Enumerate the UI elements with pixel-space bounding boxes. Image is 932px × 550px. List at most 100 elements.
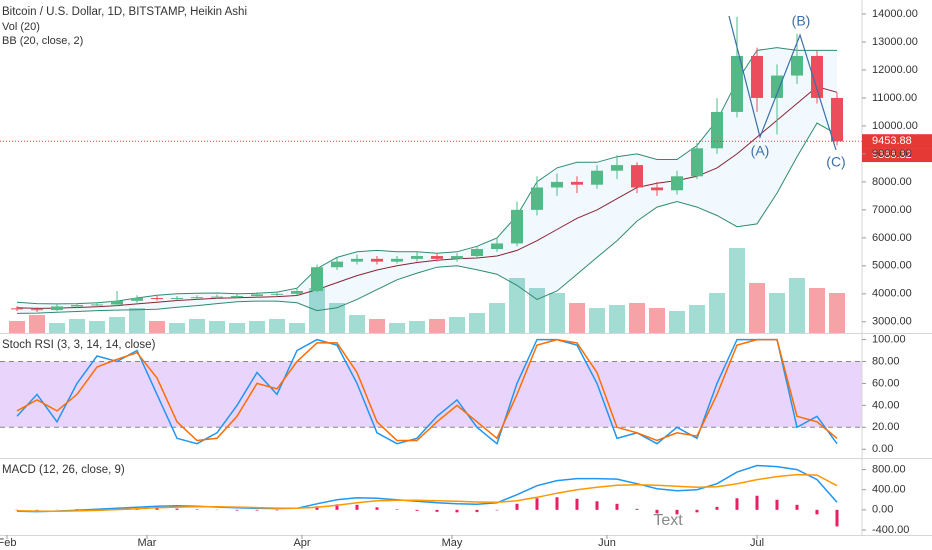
candle-body (31, 309, 43, 311)
candle-body (811, 55, 823, 98)
candle-body (691, 148, 703, 177)
price-label-box (862, 134, 932, 149)
candle-body (291, 291, 303, 294)
y-tick-label: 8000.00 (872, 176, 912, 188)
x-tick-label: Jul (750, 537, 764, 549)
y-tick-label: 80.00 (872, 355, 900, 367)
candle-body (371, 258, 383, 262)
series-line (16, 338, 838, 442)
candle-body (551, 181, 563, 188)
volume-bar (349, 315, 365, 333)
volume-bar (329, 303, 345, 333)
histogram-bar (815, 509, 819, 515)
candle-body (191, 297, 203, 299)
volume-bar (229, 323, 245, 333)
candle-body (271, 293, 283, 295)
volume-bar (429, 319, 445, 333)
volume-bar (829, 293, 845, 333)
histogram-bar (395, 509, 399, 510)
histogram-bar (435, 509, 439, 512)
y-tick-label: 11000.00 (872, 92, 917, 104)
candle-body (91, 304, 103, 306)
candle-body (51, 306, 63, 311)
histogram-bar (555, 497, 559, 510)
histogram-bar (275, 509, 279, 511)
volume-bar (169, 323, 185, 333)
candle-body (631, 165, 643, 188)
histogram-bar (155, 508, 159, 510)
candle-body (751, 55, 763, 98)
histogram-bar (535, 498, 539, 510)
histogram-bar (355, 504, 359, 510)
candle-body (431, 256, 443, 259)
histogram-bar (35, 509, 39, 511)
band-line (16, 47, 837, 305)
candle-body (791, 55, 803, 76)
pane-title: MACD (12, 26, close, 9) (2, 464, 125, 476)
y-tick-label: 0.00 (872, 504, 893, 516)
histogram-bar (495, 509, 499, 511)
candle-body (531, 187, 543, 210)
histogram-bar (235, 509, 239, 511)
volume-bar (569, 303, 585, 333)
candle-body (831, 97, 843, 142)
volume-bar (489, 303, 505, 333)
volume-bar (669, 311, 685, 333)
candle-body (231, 296, 243, 298)
volume-bar (89, 321, 105, 333)
histogram-bar (175, 508, 179, 510)
volume-bar (689, 305, 705, 333)
y-tick-label: 9000.00 (872, 148, 912, 160)
histogram-bar (695, 509, 699, 513)
histogram-bar (575, 498, 579, 510)
indicator-label: Vol (20) (2, 21, 40, 33)
volume-bar (109, 317, 125, 333)
volume-bar (389, 323, 405, 333)
price-label: 9388.32 (872, 149, 912, 161)
volume-bar (69, 319, 85, 333)
volume-bar (809, 288, 825, 333)
y-tick-label: 14000.00 (872, 8, 918, 20)
candle-body (451, 256, 463, 259)
histogram-bar (515, 503, 519, 510)
histogram-bar (335, 504, 339, 510)
y-tick-label: 60.00 (872, 377, 900, 389)
candle-body (711, 111, 723, 149)
x-tick-label: Mar (138, 537, 157, 549)
indicator-label: BB (20, close, 2) (2, 35, 83, 47)
y-tick-label: 20.00 (872, 421, 900, 433)
volume-bar (549, 293, 565, 333)
plot-area (0, 16, 862, 527)
annotation: (B) (792, 13, 811, 29)
histogram-bar (475, 509, 479, 513)
volume-bar (529, 288, 545, 333)
candle-body (311, 267, 323, 292)
volume-bar (589, 308, 605, 333)
candle-body (771, 75, 783, 98)
y-tick-label: -400.00 (872, 524, 909, 536)
volume-bar (749, 283, 765, 333)
level-band (0, 361, 862, 428)
histogram-bar (735, 498, 739, 510)
volume-bar (629, 303, 645, 333)
candle-body (571, 181, 583, 185)
candle-body (351, 258, 363, 262)
volume-bar (449, 317, 465, 333)
y-tick-label: 800.00 (872, 463, 906, 475)
candle-body (511, 209, 523, 244)
volume-bar (209, 321, 225, 333)
volume-bar (49, 323, 65, 333)
volume-bar (789, 278, 805, 333)
annotation: (A) (751, 143, 770, 159)
candle-body (731, 55, 743, 112)
candle-body (211, 296, 223, 298)
histogram-bar (835, 509, 839, 527)
volume-bar (409, 321, 425, 333)
series-line (16, 464, 838, 513)
y-tick-label: 400.00 (872, 484, 906, 496)
annotation: (C) (826, 154, 845, 170)
histogram-bar (615, 503, 619, 510)
histogram-bar (715, 506, 719, 510)
histogram-bar (675, 509, 679, 515)
